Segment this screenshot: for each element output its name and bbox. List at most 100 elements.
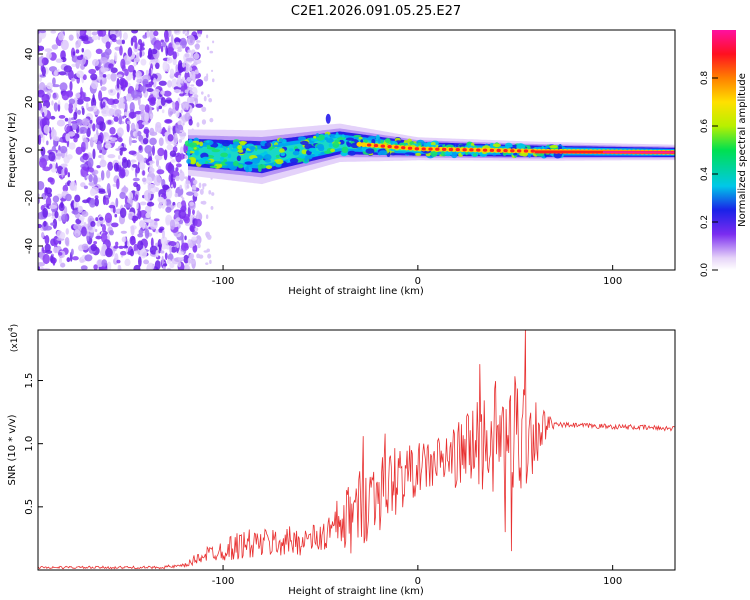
noise-speckle [164, 252, 168, 260]
noise-speckle [140, 109, 145, 118]
noise-speckle [132, 69, 137, 78]
signal-blob [221, 165, 231, 169]
noise-speckle [44, 48, 53, 53]
noise-speckle [172, 51, 177, 60]
noise-speckle [146, 30, 150, 38]
noise-speckle [101, 67, 109, 72]
noise-speckle [118, 245, 124, 249]
noise-speckle [155, 123, 159, 133]
noise-speckle [175, 82, 179, 85]
noise-speckle [150, 58, 156, 63]
noise-speckle [116, 77, 120, 89]
noise-speckle [150, 48, 158, 55]
noise-speckle [38, 180, 45, 191]
noise-speckle [138, 104, 146, 111]
noise-speckle [80, 141, 87, 153]
noise-speckle [194, 96, 198, 107]
noise-speckle [128, 111, 137, 119]
noise-speckle [110, 67, 118, 74]
noise-speckle [94, 228, 98, 233]
ridge-red [489, 148, 495, 152]
noise-speckle [156, 169, 165, 175]
noise-speckle [116, 39, 124, 45]
noise-speckle [101, 259, 108, 268]
ridge-yellow [472, 147, 479, 153]
noise-speckle [71, 122, 78, 131]
noise-speckle [58, 71, 67, 76]
signal-blob [301, 149, 308, 155]
noise-speckle [176, 242, 180, 249]
noise-speckle [177, 251, 184, 255]
noise-speckle [77, 109, 82, 115]
noise-speckle [109, 127, 116, 135]
noise-speckle [182, 104, 186, 109]
noise-speckle [81, 48, 85, 53]
noise-speckle [184, 112, 191, 122]
noise-speckle [129, 248, 135, 257]
signal-blob [220, 152, 229, 158]
noise-speckle [94, 197, 99, 207]
figure-title: C2E1.2026.091.05.25.E27 [291, 4, 461, 19]
noise-speckle [180, 199, 187, 210]
heatmap-y-label: Frequency (Hz) [7, 112, 18, 188]
noise-speckle [63, 206, 68, 215]
signal-blob [278, 138, 284, 143]
noise-speckle [208, 190, 212, 195]
noise-speckle [91, 31, 98, 36]
ridge-red [482, 148, 488, 152]
noise-speckle [54, 210, 59, 219]
signal-blob [492, 143, 501, 147]
noise-speckle [184, 89, 189, 94]
noise-speckle [97, 30, 104, 37]
noise-speckle [132, 215, 136, 224]
noise-speckle [72, 51, 76, 56]
noise-speckle [93, 174, 98, 185]
heatmap-y-axis: -40 -20 0 20 40 [24, 48, 43, 254]
noise-speckle [202, 183, 207, 187]
noise-speckle [175, 163, 182, 168]
noise-speckle [75, 49, 80, 54]
noise-speckle [58, 114, 66, 119]
noise-speckle [142, 137, 149, 145]
snr-panel: -100 0 100 0.5 1.0 1.5 Height of straight li… [7, 324, 676, 597]
noise-speckle [174, 133, 178, 139]
noise-speckle [145, 176, 153, 185]
signal-spike [325, 113, 331, 124]
noise-speckle [186, 34, 196, 46]
noise-speckle [147, 182, 152, 191]
noise-speckle [97, 75, 105, 83]
signal-blob [365, 148, 375, 154]
snr-multiplier-exponent: 4 [7, 327, 15, 332]
signal-blob [330, 148, 336, 153]
signal-blob [275, 158, 284, 165]
noise-speckle [122, 115, 125, 119]
noise-speckle [188, 118, 193, 126]
noise-speckle [46, 82, 53, 90]
noise-speckle [60, 163, 68, 168]
noise-speckle [106, 169, 111, 179]
noise-speckle [184, 32, 189, 36]
noise-speckle [53, 136, 60, 142]
ridge-red [435, 147, 440, 151]
noise-speckle [184, 53, 190, 58]
noise-speckle [177, 74, 182, 81]
noise-speckle [102, 223, 106, 233]
signal-blob [549, 144, 558, 149]
x-tick-label: 0 [415, 276, 421, 287]
noise-speckle [40, 232, 45, 239]
noise-speckle [116, 178, 120, 190]
ridge-yellow [437, 146, 444, 152]
signal-blob [237, 144, 243, 150]
noise-speckle [212, 78, 215, 83]
noise-speckle [109, 33, 117, 41]
noise-speckle [179, 153, 185, 160]
signal-blob [218, 163, 223, 168]
noise-speckle [171, 78, 178, 89]
colorbar-gradient [712, 30, 736, 270]
noise-speckle [83, 137, 87, 143]
noise-speckle [51, 100, 54, 106]
noise-speckle [147, 262, 155, 270]
noise-speckle [186, 191, 195, 196]
noise-speckle [175, 175, 180, 181]
signal-blob [326, 138, 334, 143]
